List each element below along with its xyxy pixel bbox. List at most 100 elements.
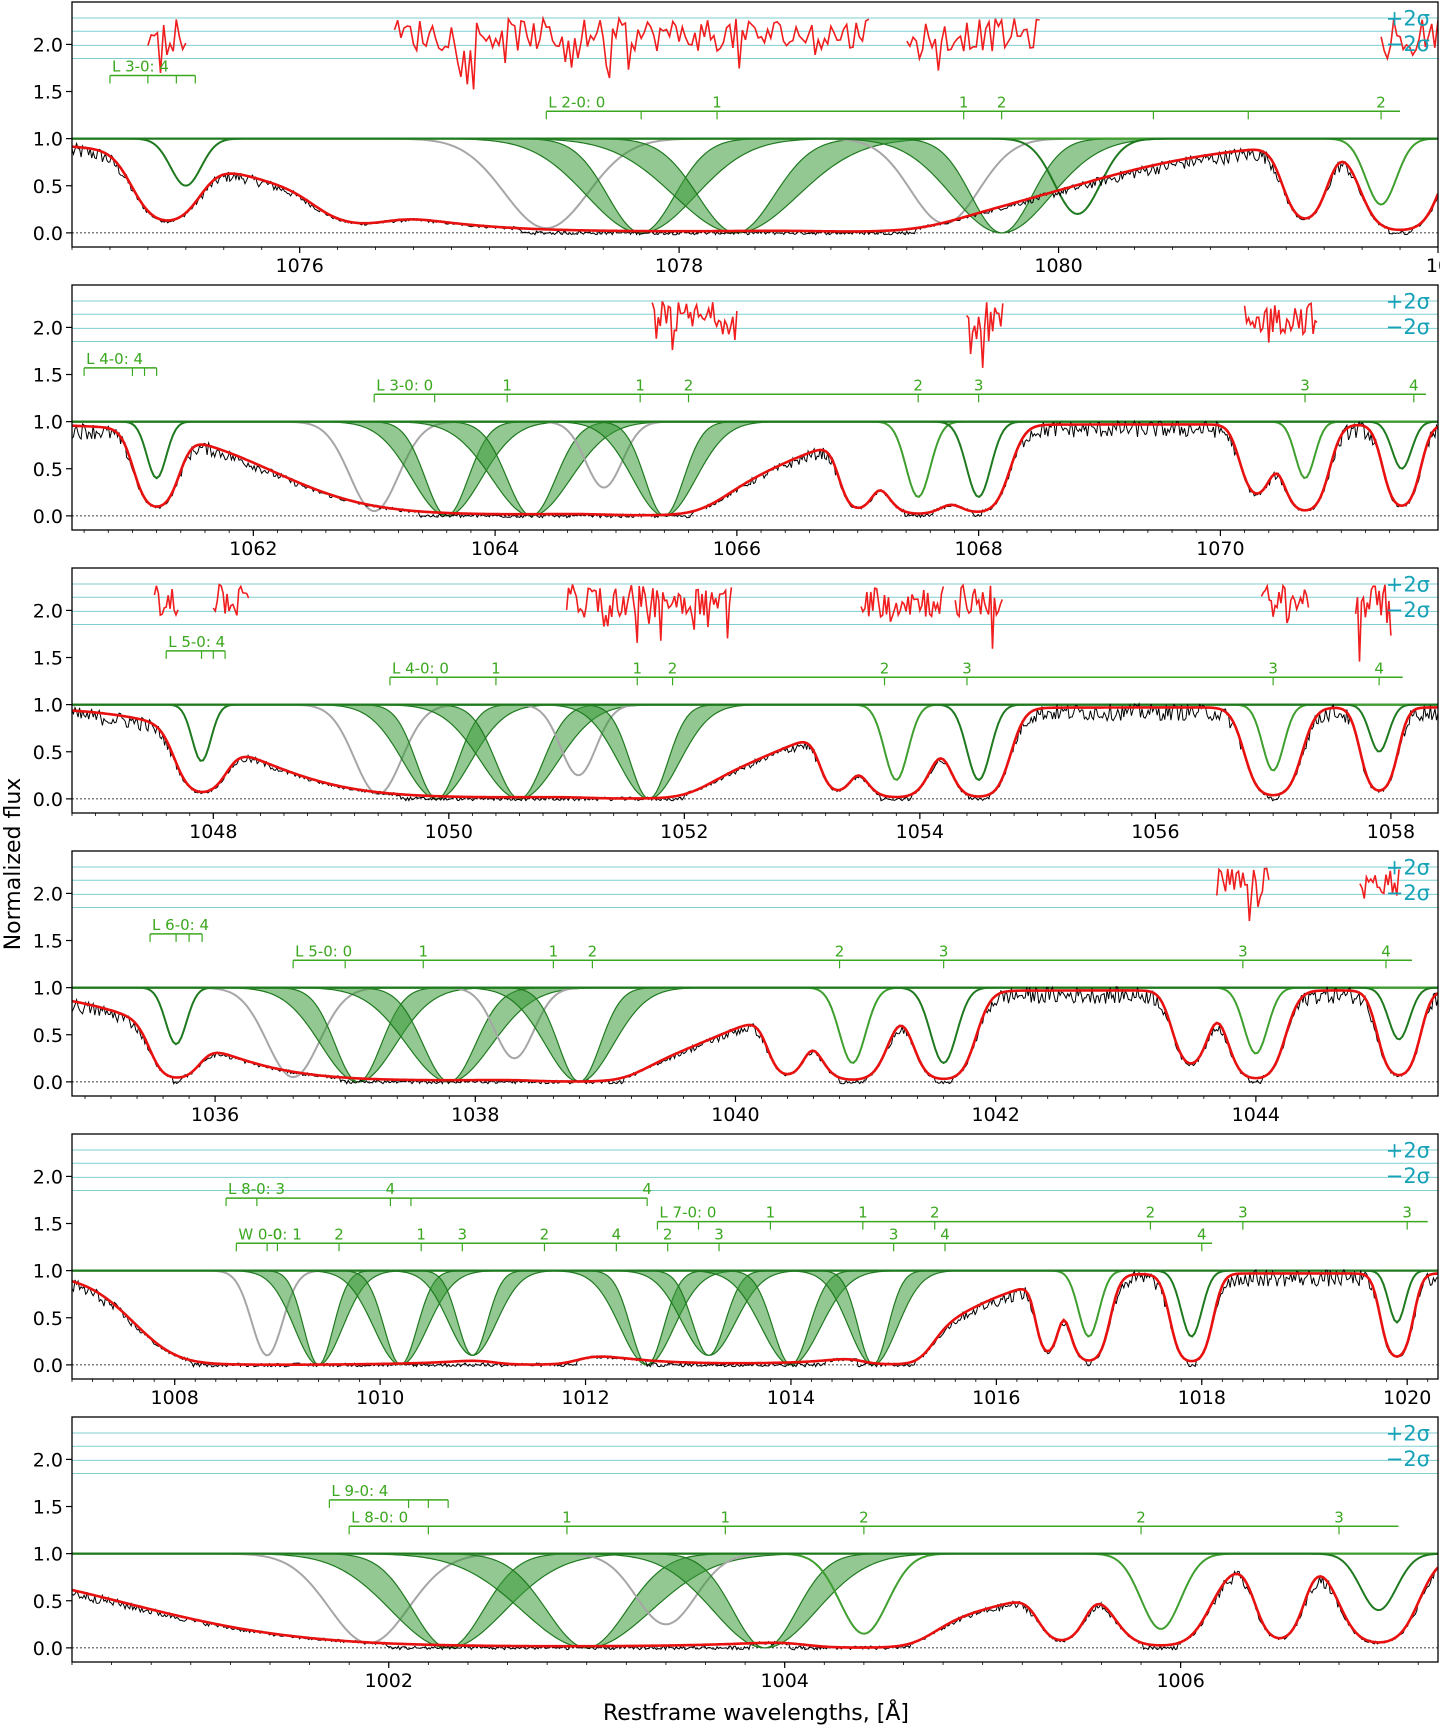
line-ladder: W 0-0: 10 2 1 3 2 4 2 3 3 4 4	[235, 1225, 1213, 1252]
y-axis-title: Normalized flux	[1, 778, 26, 951]
x-tick-label: 1052	[660, 821, 708, 843]
sigma-label: +2σ	[1386, 573, 1430, 597]
ladder-label: L 8-0: 0	[351, 1508, 408, 1526]
y-tick-label: 0.0	[33, 506, 63, 528]
y-tick-label: 2.0	[33, 317, 63, 339]
plot-area	[72, 583, 1438, 802]
y-tick-label: 1.0	[33, 129, 63, 151]
y-tick-label: 2.0	[33, 34, 63, 56]
x-tick-label: 1078	[655, 255, 703, 277]
ladder-label: L 4-0: 4	[86, 350, 143, 368]
ladder-number: 2	[334, 1225, 344, 1243]
y-tick-label: 1.5	[33, 1214, 63, 1236]
y-tick-label: 2.0	[33, 1166, 63, 1188]
spectrum-panel-1: L 3-0: 4 L 2-0: 0 1 1 2 2 +2σ−2σ 0.0 0.5 1.0 1.5 2.…	[33, 1, 1440, 277]
spectrum-panel-4: L 6-0: 4 L 5-0: 0 1 1 2 2 3 3 4 +2σ−2σ 0.0 0.5 1.0 1.…	[33, 850, 1439, 1126]
x-tick-label: 1080	[1034, 255, 1082, 277]
line-ladder: L 3-0: 4	[109, 58, 196, 84]
y-tick-label: 0.0	[33, 1638, 63, 1660]
component-profile	[72, 703, 1438, 796]
ladder-number: 2	[540, 1225, 550, 1243]
total-model	[72, 1566, 1438, 1649]
y-tick-label: 0.5	[33, 1591, 63, 1613]
x-tick-label: 1016	[972, 1387, 1020, 1409]
ladder-number: 4	[1381, 942, 1391, 960]
component-profile	[72, 420, 1438, 513]
x-tick-label: 1044	[1232, 1104, 1280, 1126]
x-tick-label: 1056	[1131, 821, 1179, 843]
ladder-number: 2	[997, 93, 1007, 111]
ladder-number: 3	[939, 942, 949, 960]
sigma-label: +2σ	[1386, 7, 1430, 31]
component-band	[72, 704, 1438, 800]
x-tick-label: 1070	[1196, 538, 1244, 560]
x-tick-label: 1054	[896, 821, 944, 843]
ladder-number: 2	[684, 376, 694, 394]
ladder-number: 3	[714, 1225, 724, 1243]
component-profile	[72, 986, 1438, 1055]
component-band	[72, 704, 1438, 800]
ladder-number: 3	[1334, 1508, 1344, 1526]
sigma-label: −2σ	[1386, 881, 1430, 905]
ladder-number: 2	[588, 942, 598, 960]
ladder-number: 2	[1146, 1204, 1156, 1222]
y-tick-label: 0.0	[33, 1355, 63, 1377]
line-ladder: L 5-0: 0 1 1 2 2 3 3 4	[292, 942, 1412, 969]
y-tick-label: 2.0	[33, 1449, 63, 1471]
residual-segment	[1380, 19, 1438, 62]
residual-segment	[954, 583, 1004, 649]
y-tick-label: 0.5	[33, 742, 63, 764]
ladder-number: 2	[930, 1204, 940, 1222]
line-ladder: L 5-0: 4	[165, 633, 226, 659]
ladder-number: 4	[940, 1225, 950, 1243]
ladder-label: L 5-0: 0	[295, 942, 352, 960]
ladder-number: 1	[635, 376, 645, 394]
y-tick-label: 1.0	[33, 412, 63, 434]
ladder-number: 1	[416, 1225, 426, 1243]
residual-segment	[1359, 869, 1400, 899]
y-tick-label: 1.0	[33, 978, 63, 1000]
ladder-number: 1	[632, 659, 642, 677]
ladder-number: 3	[1402, 1204, 1412, 1222]
residual-segment	[212, 583, 250, 616]
ladder-number: 4	[386, 1180, 396, 1198]
x-tick-label: 10	[1426, 255, 1440, 277]
ladder-number: 1	[562, 1508, 572, 1526]
component-profile	[72, 420, 1438, 480]
x-tick-label: 1040	[711, 1104, 759, 1126]
y-tick-label: 1.0	[33, 695, 63, 717]
ladder-label: L 6-0: 4	[152, 916, 209, 934]
line-ladder: L 8-0: 3 4 4	[225, 1180, 652, 1207]
y-tick-label: 0.0	[33, 789, 63, 811]
y-tick-label: 2.0	[33, 883, 63, 905]
ladder-number: 2	[1376, 93, 1386, 111]
residual-segment	[906, 17, 1040, 71]
residual-segment	[860, 586, 945, 622]
sigma-label: +2σ	[1386, 1422, 1430, 1446]
x-tick-label: 1006	[1156, 1670, 1204, 1692]
component-band	[72, 421, 1438, 517]
line-ladder: L 3-0: 0 1 1 2 2 3 3 4	[373, 376, 1426, 403]
observed-spectrum	[72, 419, 1438, 519]
plot-area	[72, 15, 1438, 236]
ladder-number: 2	[880, 659, 890, 677]
ladder-number: 3	[1300, 376, 1310, 394]
component-profile	[72, 420, 1438, 499]
component-profile	[72, 1552, 1438, 1612]
component-profile	[72, 137, 1438, 216]
ladder-number: 3	[1238, 942, 1248, 960]
ladder-label: L 4-0: 0	[392, 659, 449, 677]
ladder-number: 1	[959, 93, 969, 111]
sigma-label: +2σ	[1386, 1139, 1430, 1163]
spectrum-panel-3: L 5-0: 4 L 4-0: 0 1 1 2 2 3 3 4 +2σ−2σ 0.0 0.5 1.0 1.…	[33, 567, 1439, 843]
panels: L 3-0: 4L 2-0: 0 1 1 2 2+2σ−2σ0.00.51.01.52.…	[33, 1, 1440, 1692]
line-ladder: L 9-0: 4	[328, 1482, 449, 1508]
component-profile	[72, 1269, 1438, 1324]
ladder-number: 2	[663, 1225, 673, 1243]
ladder-number: 1	[502, 376, 512, 394]
y-tick-label: 1.5	[33, 365, 63, 387]
component-profile	[72, 703, 1438, 762]
ladder-label: W 0-0: 1	[238, 1225, 301, 1243]
component-band	[72, 1553, 1438, 1649]
ladder-label: L 7-0: 0	[659, 1204, 716, 1222]
